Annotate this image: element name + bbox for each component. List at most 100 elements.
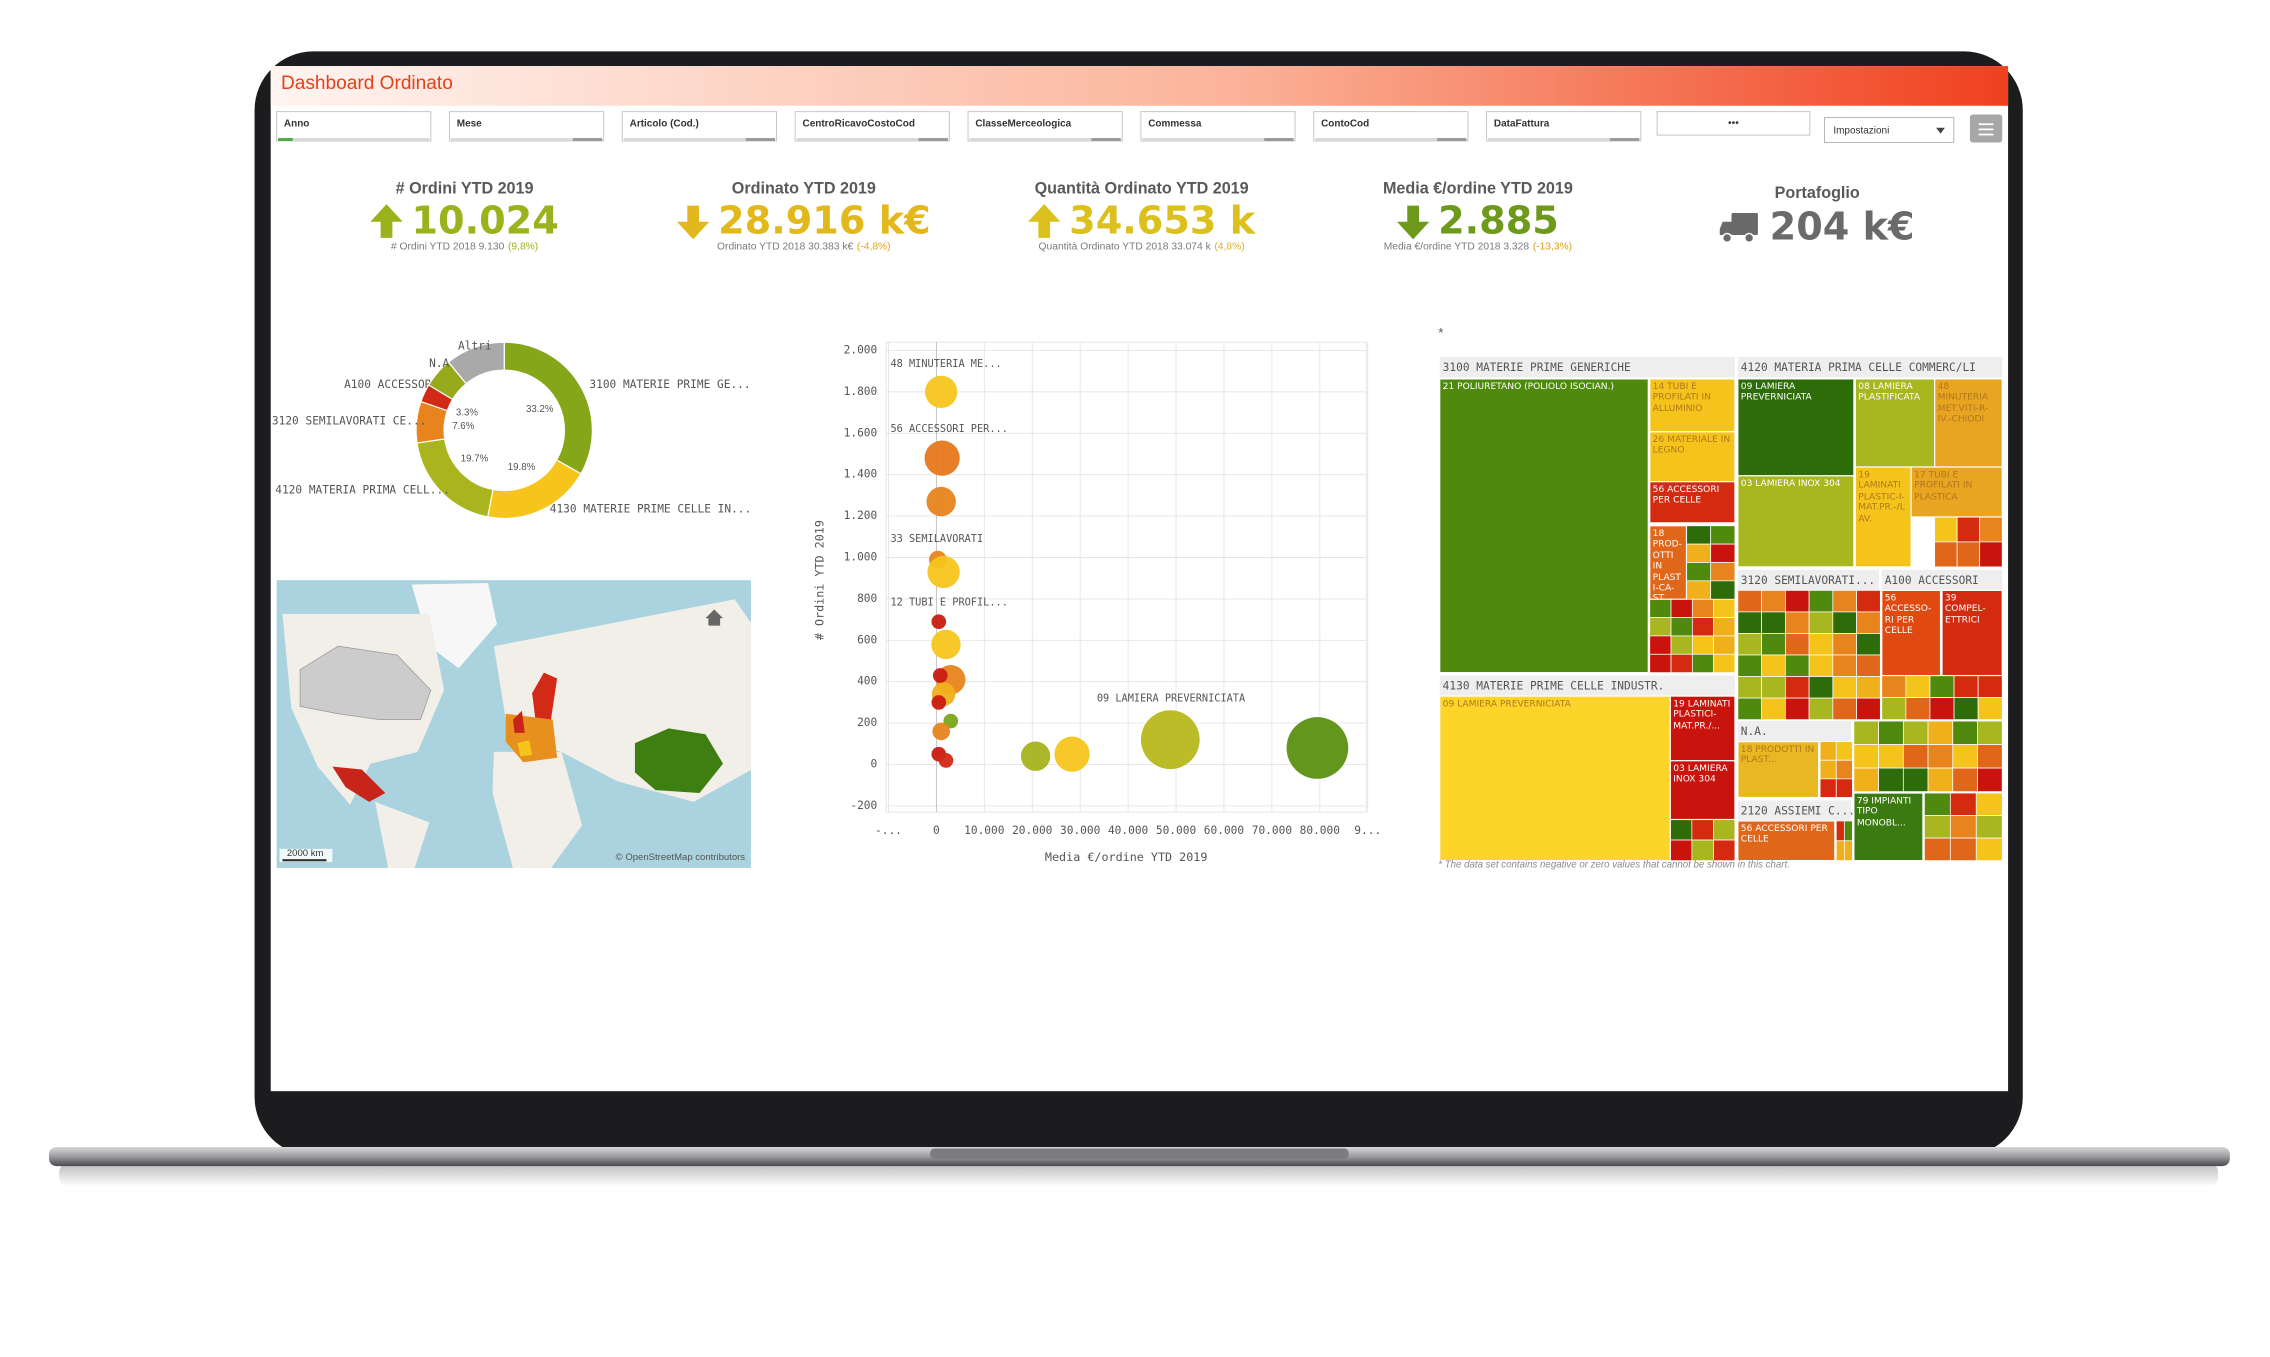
treemap-group-label: N.A. bbox=[1741, 725, 1768, 738]
treemap-small-tile bbox=[1713, 635, 1736, 655]
treemap-small-tile bbox=[1878, 720, 1904, 745]
treemap-tile[interactable] bbox=[1649, 525, 1688, 600]
kpi-previous: Ordinato YTD 2018 30.383 k€ bbox=[717, 241, 853, 252]
treemap-small-tile bbox=[1977, 675, 2003, 698]
filter-button[interactable]: Anno bbox=[276, 111, 432, 142]
truck-cab bbox=[1719, 221, 1732, 235]
donut-segment[interactable] bbox=[447, 341, 505, 385]
treemap-tile[interactable] bbox=[1737, 741, 1820, 799]
x-tick-label: 80.000 bbox=[1300, 824, 1340, 837]
menu-button[interactable] bbox=[1969, 114, 2003, 143]
treemap-small-tile bbox=[1819, 778, 1837, 798]
kpi: Ordinato YTD 2019 28.916 k€Ordinato YTD 2… bbox=[676, 180, 931, 252]
treemap-small-tile bbox=[1927, 767, 1954, 792]
treemap-tile-label-box: 09 LAMIERA PREVERNICIATA bbox=[1443, 699, 1571, 709]
treemap-tile[interactable] bbox=[1853, 792, 1924, 862]
treemap-group-label: 3120 SEMILAVORATI... bbox=[1741, 574, 1875, 587]
filter-button[interactable]: ClasseMerceologica bbox=[967, 111, 1123, 142]
treemap-group-header bbox=[1737, 569, 1879, 591]
treemap-tile[interactable] bbox=[1669, 695, 1736, 762]
treemap-tile[interactable] bbox=[1439, 695, 1671, 862]
bubble[interactable] bbox=[931, 614, 947, 630]
treemap-small-tile bbox=[1953, 697, 1979, 720]
treemap-tile[interactable] bbox=[1669, 760, 1736, 821]
treemap-small-tile bbox=[1761, 697, 1786, 720]
treemap-tile[interactable] bbox=[1934, 378, 2003, 468]
settings-dropdown[interactable]: Impostazioni bbox=[1824, 116, 1955, 143]
treemap-small-tile bbox=[1843, 840, 1853, 861]
kpi-title: Quantità Ordinato YTD 2019 bbox=[1035, 180, 1249, 198]
treemap-group-label: 2120 ASSIEMI C... bbox=[1741, 804, 1855, 817]
map-attribution[interactable]: © OpenStreetMap contributors bbox=[616, 852, 746, 863]
treemap-small-tile bbox=[1784, 697, 1810, 720]
filter-button[interactable]: DataFattura bbox=[1486, 111, 1642, 142]
bubble[interactable] bbox=[925, 375, 958, 409]
treemap-tile-label: 03 LAMIERA INOX 304 bbox=[1673, 763, 1728, 785]
treemap-tile-label-box: 18 PROD-OTTI IN PLASTI-CA-ST... bbox=[1653, 529, 1682, 599]
treemap-small-tile bbox=[1856, 654, 1881, 677]
y-tick-label: 600 bbox=[857, 633, 877, 646]
treemap-group-header bbox=[1737, 800, 1851, 821]
donut-category-label: Altri bbox=[458, 340, 492, 353]
treemap-tile-label-box: 14 TUBI E PROFILATI IN ALLUMINIO bbox=[1653, 382, 1711, 414]
treemap-tile[interactable] bbox=[1737, 475, 1855, 568]
treemap-small-tile bbox=[1927, 744, 1954, 769]
treemap-tile[interactable] bbox=[1881, 589, 1942, 677]
bubble[interactable] bbox=[932, 722, 950, 741]
bubble[interactable] bbox=[932, 668, 948, 683]
bubble[interactable] bbox=[926, 486, 956, 517]
treemap-small-tile bbox=[1691, 839, 1714, 861]
filter-button[interactable]: Articolo (Cod.) bbox=[621, 111, 778, 142]
treemap-small-tile bbox=[1819, 741, 1837, 761]
x-tick-label: 9... bbox=[1354, 824, 1381, 837]
bubble[interactable] bbox=[943, 713, 959, 729]
treemap-small-tile bbox=[1649, 635, 1672, 655]
more-button[interactable]: ••• bbox=[1656, 111, 1811, 136]
treemap-tile-label-box: 79 IMPIANTI TIPO MONOBL... bbox=[1856, 795, 1912, 829]
treemap-small-tile bbox=[1977, 697, 2003, 720]
treemap-small-tile bbox=[1975, 837, 2003, 861]
treemap-small-tile bbox=[1853, 720, 1879, 745]
treemap-tile[interactable] bbox=[1910, 466, 2003, 518]
kpi-row: # Ordini YTD 2019 10.024# Ordini YTD 2018… bbox=[370, 180, 1915, 252]
bubble[interactable] bbox=[924, 440, 960, 476]
treemap-tile[interactable] bbox=[1649, 481, 1736, 524]
filter-button[interactable]: CentroRicavoCostoCod bbox=[794, 111, 950, 142]
bubble[interactable] bbox=[931, 629, 961, 660]
treemap-group-header bbox=[1737, 721, 1851, 742]
filter-button[interactable]: ContoCod bbox=[1313, 111, 1469, 142]
treemap-tile[interactable] bbox=[1854, 466, 1912, 568]
treemap-tile-label-box: 21 POLIURETANO (POLIOLO ISOCIAN.) bbox=[1443, 382, 1614, 392]
bubble[interactable] bbox=[1140, 710, 1200, 770]
x-tick-label: 50.000 bbox=[1156, 824, 1196, 837]
treemap-small-tile bbox=[1686, 525, 1712, 545]
treemap-small-tile bbox=[1761, 676, 1786, 699]
treemap-small-tile bbox=[1905, 697, 1931, 720]
treemap-group-header bbox=[1439, 356, 1735, 378]
filter-button[interactable]: Mese bbox=[448, 111, 605, 142]
treemap-tile[interactable] bbox=[1737, 820, 1836, 862]
bubble[interactable] bbox=[927, 555, 960, 589]
treemap-tile-label: 79 IMPIANTI TIPO MONOBL... bbox=[1856, 795, 1912, 829]
treemap-tile[interactable] bbox=[1941, 589, 2003, 677]
more-box bbox=[1656, 111, 1811, 136]
filter-indicator bbox=[1091, 138, 1121, 141]
treemap-tile[interactable] bbox=[1649, 431, 1736, 483]
kpi-value: 34.653 k bbox=[1069, 200, 1257, 244]
bubble[interactable] bbox=[1054, 736, 1090, 772]
treemap-small-tile bbox=[1905, 675, 1931, 698]
bubble[interactable] bbox=[1286, 717, 1349, 779]
filter-button[interactable]: Commessa bbox=[1140, 111, 1296, 142]
y-tick-label: -200 bbox=[850, 799, 877, 812]
y-tick-label: 200 bbox=[857, 716, 877, 729]
kpi-previous: Quantità Ordinato YTD 2018 33.074 k bbox=[1039, 241, 1212, 252]
laptop-notch bbox=[930, 1148, 1349, 1159]
settings-label: Impostazioni bbox=[1833, 125, 1889, 136]
treemap-tile[interactable] bbox=[1439, 378, 1649, 674]
treemap-tile[interactable] bbox=[1737, 378, 1855, 477]
bubble[interactable] bbox=[1020, 741, 1051, 771]
bubble[interactable] bbox=[931, 695, 947, 710]
treemap-small-tile bbox=[1649, 617, 1672, 637]
laptop-shadow bbox=[59, 1163, 2219, 1187]
bubble[interactable] bbox=[938, 753, 954, 768]
